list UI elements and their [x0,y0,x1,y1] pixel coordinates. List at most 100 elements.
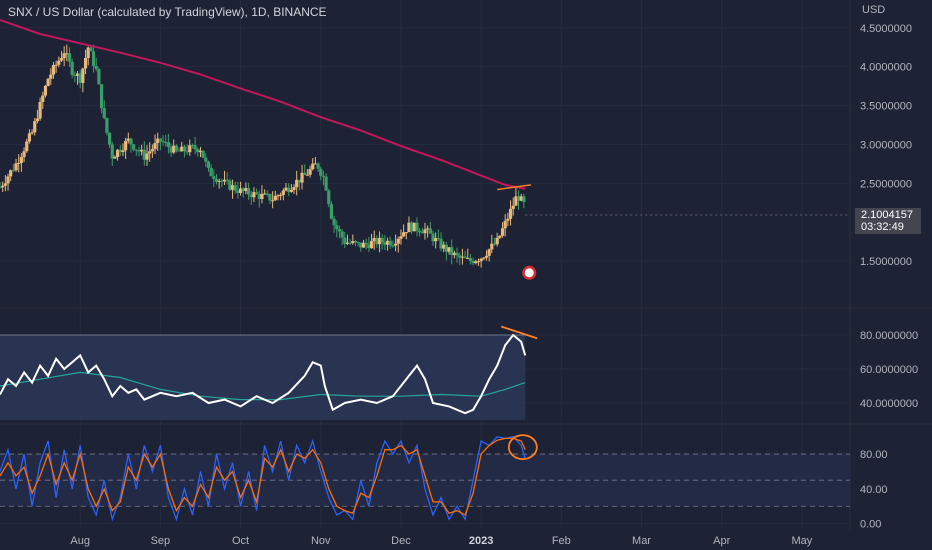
candle-body [487,249,491,256]
candle-body [233,185,237,191]
candle-body [99,84,104,109]
candle-body [279,194,283,196]
y-tick-label: 4.5000000 [860,23,912,35]
candle-body [332,218,336,226]
x-tick-label: May [791,535,812,547]
candle-body [193,145,197,150]
candle-body [495,237,499,245]
candle-body [271,200,275,202]
candle-body [59,58,64,61]
candle-body [33,121,37,133]
candle-body [225,179,229,181]
candle-body [511,205,515,209]
candle-body [46,78,50,86]
x-tick-label: 2023 [469,535,493,547]
candle-body [447,247,451,252]
candle-body [246,188,251,195]
candle-body [436,237,440,239]
candle-body [335,225,339,230]
candle-body [396,238,400,244]
candle-body [281,190,285,195]
candle-body [164,141,168,143]
y-tick-label: 40.00 [860,484,888,496]
candle-body [407,222,411,233]
y-tick-label: 4.0000000 [860,62,912,74]
candle-body [300,172,304,183]
candle-body [166,142,170,147]
currency-label: USD [862,4,886,16]
candle-body [6,176,10,184]
candle-body [263,193,267,195]
candle-body [508,208,513,219]
candle-body [126,138,130,141]
candle-body [364,242,368,245]
candle-body [107,132,112,145]
candle-body [500,228,505,236]
candle-body [367,244,371,249]
candle-body [185,151,189,153]
candle-body [228,180,232,190]
last-price-value: 2.1004157 [861,209,913,221]
candle-body [236,190,240,193]
candle-body [327,190,331,205]
candle-body [81,68,85,83]
candle-body [319,168,323,176]
candle-body [252,192,256,198]
stoch-d-line [0,437,526,516]
candle-body [452,252,457,256]
candle-body [380,237,384,243]
y-tick-label: 0.00 [860,519,881,531]
candle-body [209,167,213,177]
candle-body [434,237,438,242]
candle-body [177,150,181,152]
y-tick-label: 3.5000000 [860,101,912,113]
candle-body [201,150,205,158]
candle-body [305,174,309,176]
candle-body [41,95,45,102]
x-tick-label: Aug [70,535,90,547]
candle-body [19,157,23,163]
candle-body [244,188,248,191]
candle-body [439,238,443,249]
candle-body [431,233,435,242]
candle-body [49,74,53,79]
candle-body [217,180,221,182]
candle-body [516,196,521,201]
candle-body [450,247,454,256]
candle-body [158,138,162,142]
stoch-k-line [0,435,526,522]
candle-body [156,138,160,144]
candle-body [27,133,32,142]
annotation-line [497,184,531,191]
candle-body [311,163,315,170]
candle-body [62,53,66,59]
candle-body [140,149,144,152]
x-tick-label: Dec [391,535,411,547]
candle-body [503,220,507,229]
y-tick-label: 2.5000000 [860,178,912,190]
candle-body [212,176,216,180]
candle-body [412,222,416,232]
candle-body [198,150,203,153]
x-tick-label: Feb [552,535,571,547]
candle-body [94,66,98,70]
candle-body [490,243,494,250]
candle-body [78,73,82,83]
candle-body [14,163,18,171]
x-tick-label: Oct [232,535,249,547]
candle-body [38,101,42,119]
candle-body [471,260,475,264]
candle-body [83,58,88,69]
candle-body [329,204,334,219]
candle-body [292,187,296,190]
candle-body [86,47,90,59]
rsi-annotation-line [500,325,538,340]
candle-body [102,108,106,119]
candle-body [70,61,74,75]
candle-body [383,242,387,245]
y-tick-label: 40.0000000 [860,398,918,410]
candle-body [295,179,299,188]
event-badge-inner [524,268,534,278]
candle-body [73,74,77,76]
rsi-band [0,335,526,420]
